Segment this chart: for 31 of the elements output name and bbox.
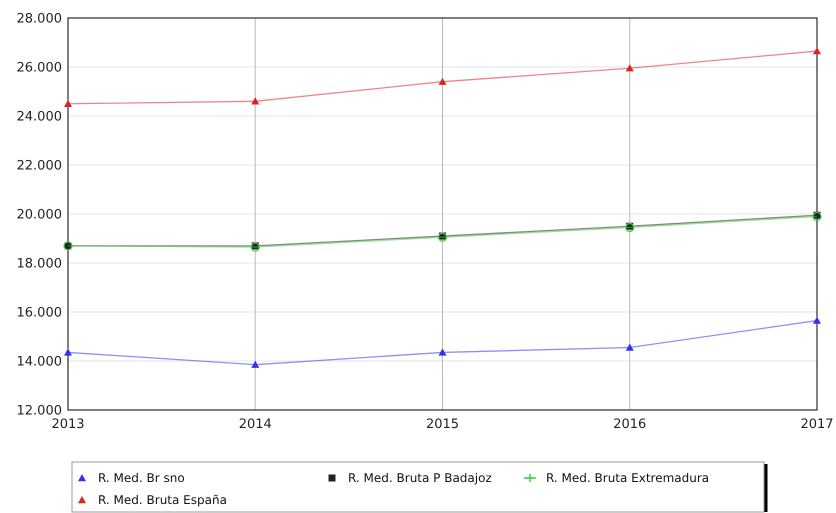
y-tick-label: 20.000 [16,208,62,223]
legend-label: R. Med. Bruta España [98,493,227,508]
x-tick-label: 2013 [51,417,85,432]
legend-label: R. Med. Bruta Extremadura [546,471,710,486]
x-tick-label: 2014 [238,417,272,432]
point [251,360,260,368]
point [812,212,822,222]
legend-label: R. Med. Br sno [98,471,185,486]
y-tick-label: 18.000 [16,256,62,272]
y-tick-label: 28.000 [16,12,62,27]
point [626,64,634,72]
y-tick-label: 16.000 [16,306,62,321]
y-tick-label: 22.000 [16,158,62,174]
y-tick-label: 24.000 [16,110,62,125]
y-tick-label: 12.000 [16,404,62,419]
point [64,100,72,107]
y-tick-label: 26.000 [16,60,62,76]
legend-label: R. Med. Bruta P Badajoz [348,471,492,486]
x-tick-label: 2017 [800,417,834,432]
point [626,344,634,351]
point [251,97,260,104]
point [438,78,446,85]
point [625,222,634,232]
x-tick-label: 2016 [613,417,646,432]
point [250,242,260,252]
point [64,348,72,356]
x-tick-label: 2015 [426,417,460,432]
point [813,47,821,54]
y-tick-label: 14.000 [16,354,62,370]
point [813,316,821,324]
point [438,348,446,356]
